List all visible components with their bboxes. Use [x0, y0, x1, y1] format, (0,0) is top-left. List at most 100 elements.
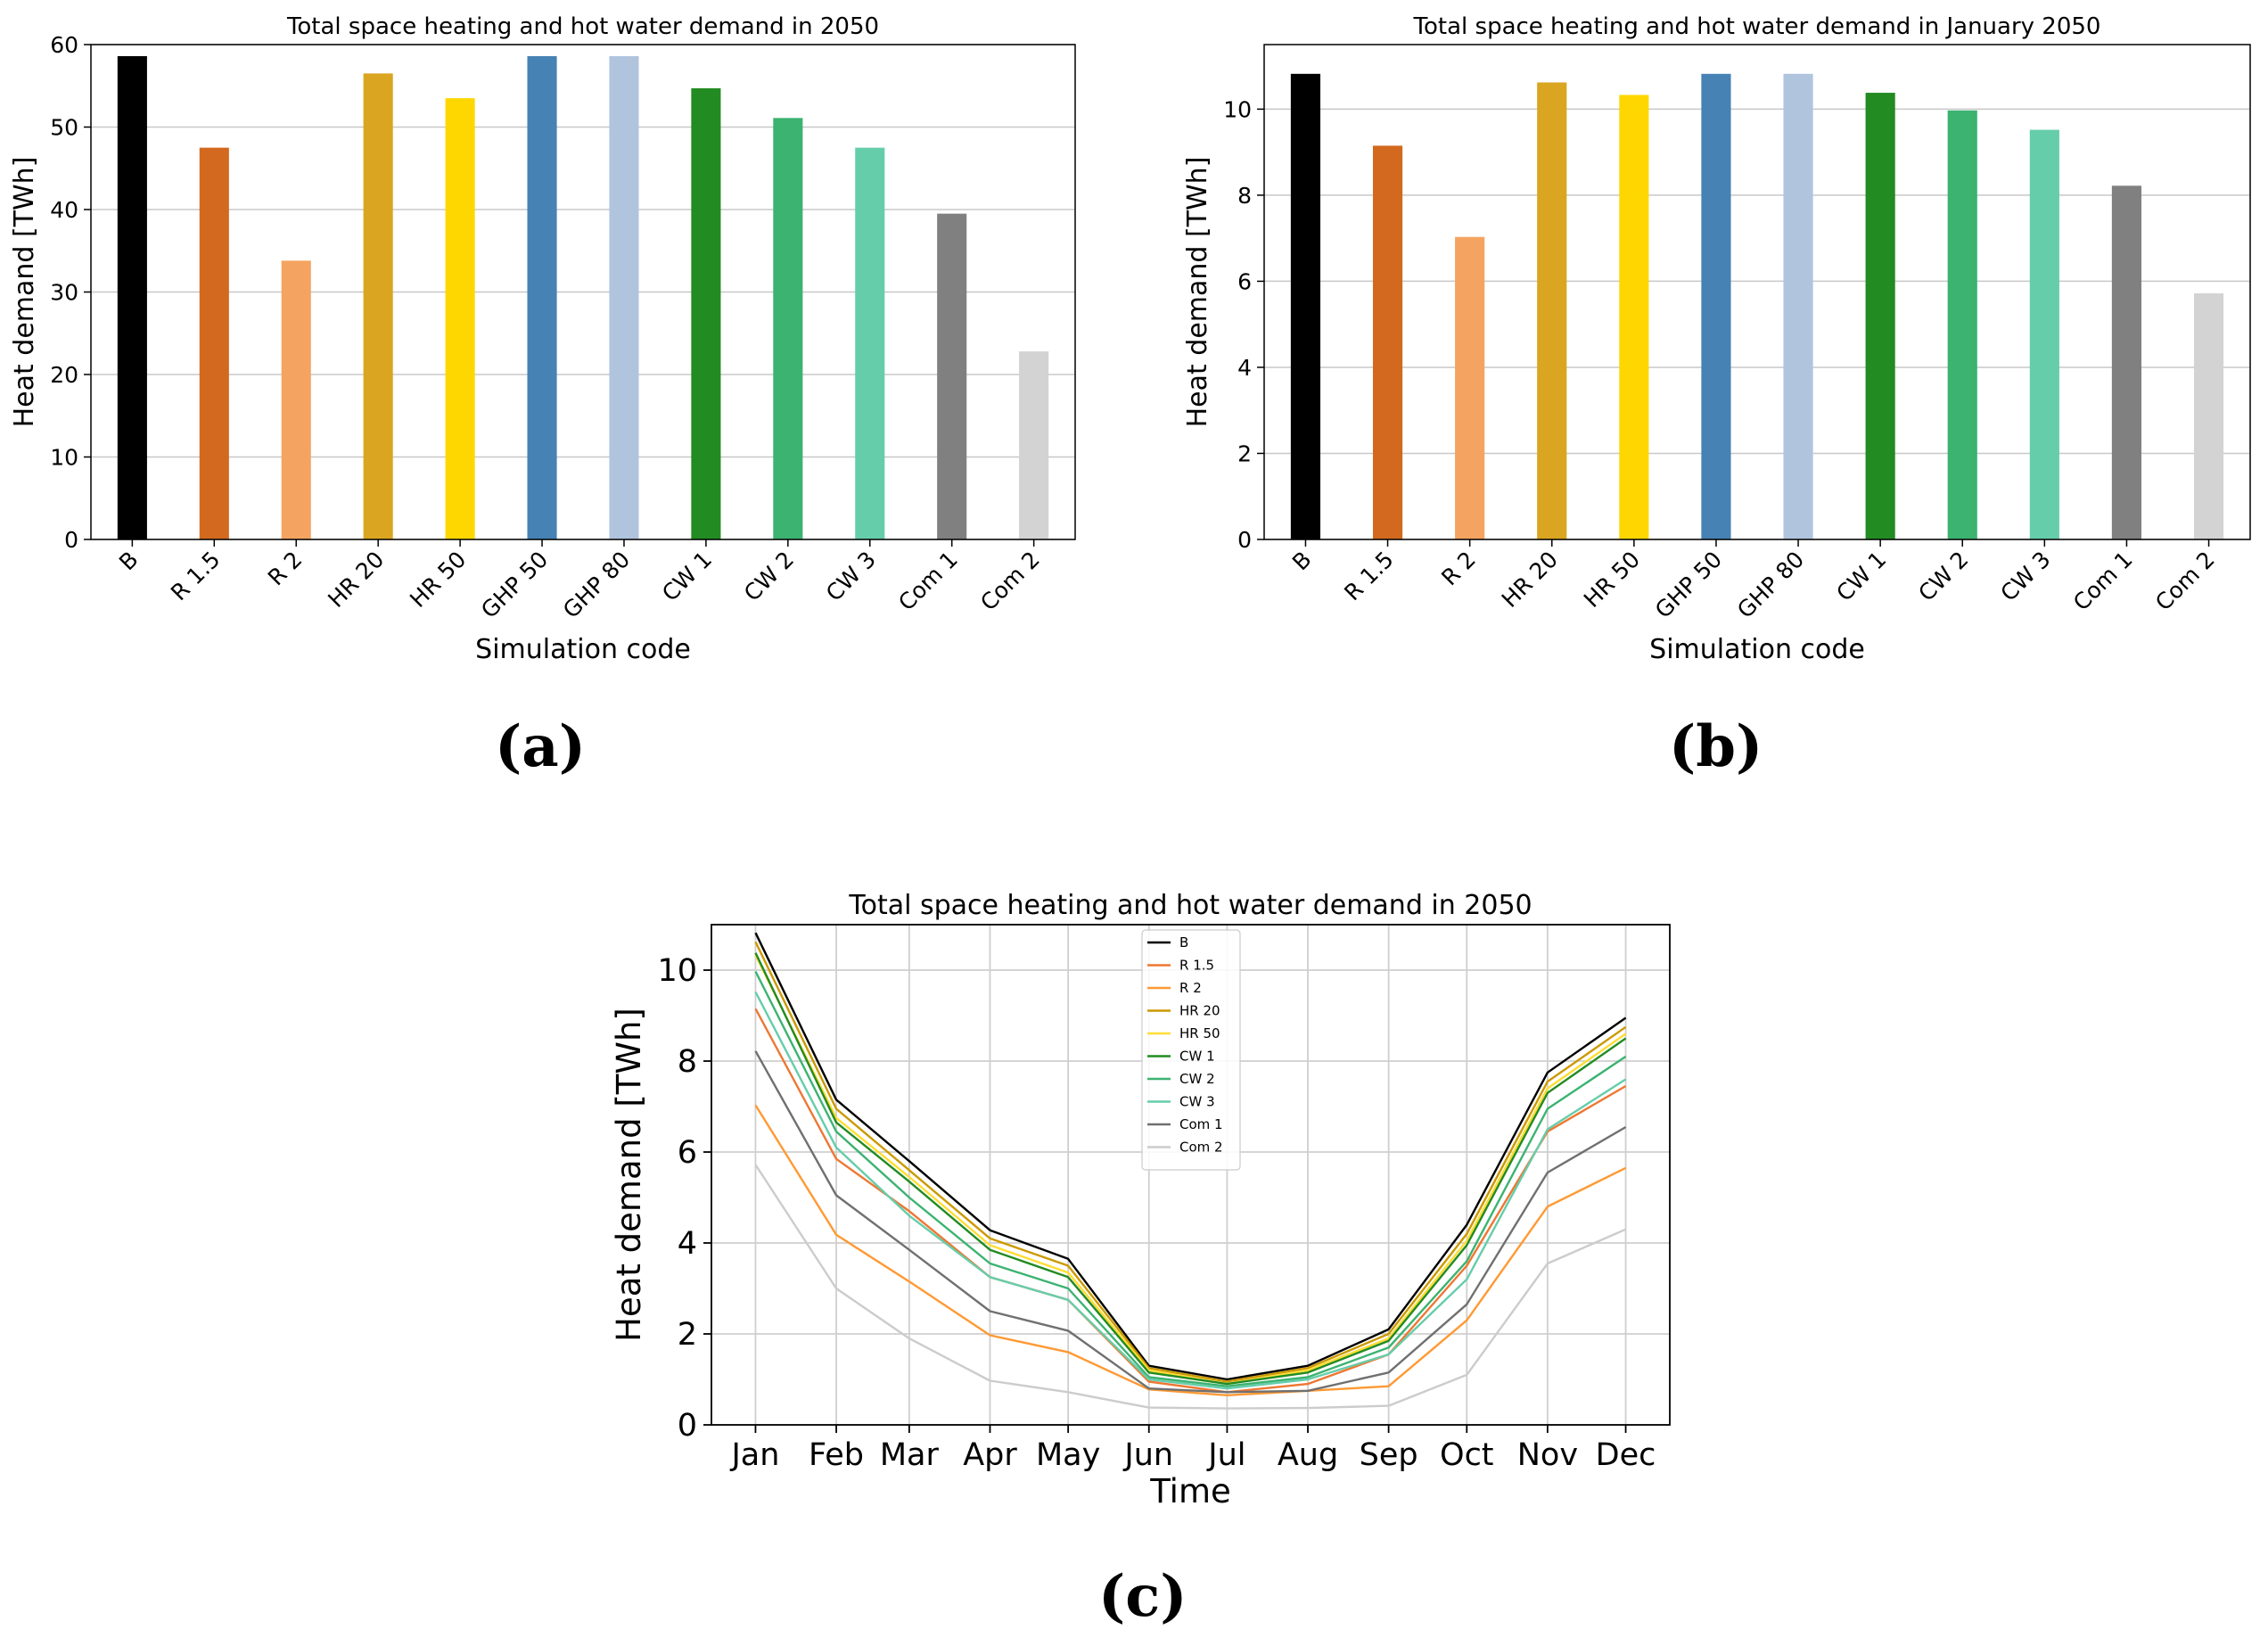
bar-cw-2: [773, 118, 803, 539]
x-tick-label: Sep: [1360, 1437, 1418, 1473]
x-tick-label: CW 2: [1913, 547, 1973, 606]
y-tick-label: 8: [1237, 183, 1252, 209]
chart-title: Total space heating and hot water demand…: [848, 890, 1532, 921]
plot-frame: [1263, 44, 2251, 540]
legend-label: HR 50: [1179, 1025, 1220, 1041]
chart-a: 0 10 20 30 40 50 60 B R 1.5 R 2 HR 20 HR 50 GHP 50 GH…: [9, 13, 1076, 665]
bar-r-1-5: [1372, 145, 1403, 540]
y-tick-label: 40: [50, 197, 78, 223]
bar-cw-1: [691, 88, 721, 540]
x-axis-label: Simulation code: [1649, 634, 1865, 665]
chart-title: Total space heating and hot water demand…: [1413, 13, 2101, 40]
bar-ghp-80: [1783, 73, 1813, 540]
x-axis-label: Simulation code: [475, 634, 691, 665]
x-tick-label: Jan: [729, 1437, 779, 1473]
bar-com-1: [2111, 185, 2142, 539]
series-line-r-2: [754, 1104, 1627, 1397]
y-tick-label: 10: [50, 445, 78, 471]
legend-label: R 2: [1179, 980, 1202, 996]
bar-hr-50: [445, 98, 475, 539]
x-tick-label: Dec: [1596, 1437, 1656, 1473]
bar-b: [1290, 73, 1321, 540]
x-tick-label: R 1.5: [1339, 547, 1399, 606]
y-tick-label: 4: [678, 1226, 697, 1262]
x-tick-label: Aug: [1278, 1437, 1338, 1473]
bar-cw-3: [2029, 129, 2059, 539]
x-tick-label: Jul: [1206, 1437, 1245, 1473]
y-tick-label: 2: [678, 1317, 697, 1353]
legend-label: CW 3: [1179, 1094, 1215, 1110]
x-tick-label: CW 1: [1831, 547, 1891, 606]
bar-cw-2: [1947, 110, 1977, 540]
legend-label: CW 1: [1179, 1049, 1215, 1065]
x-tick-label: Mar: [880, 1437, 940, 1473]
x-axis-label: Time: [1149, 1472, 1231, 1510]
bar-ghp-50: [1701, 73, 1731, 540]
x-tick-label: GHP 50: [476, 547, 553, 623]
series-line-hr-20: [754, 941, 1627, 1383]
bar-com-2: [1019, 351, 1049, 539]
x-tick-label: Com 1: [2068, 547, 2138, 616]
panel-label-a: (a): [495, 713, 587, 780]
y-tick-label: 0: [678, 1408, 697, 1444]
x-tick-label: R 2: [263, 547, 308, 591]
x-tick-label: Oct: [1440, 1437, 1494, 1473]
x-tick-label: Com 2: [2150, 547, 2220, 616]
y-tick-label: 8: [678, 1044, 697, 1080]
x-tick-label: CW 1: [657, 547, 717, 606]
x-tick-label: GHP 80: [1732, 547, 1809, 623]
series-line-hr-50: [754, 954, 1627, 1386]
bar-ghp-50: [527, 55, 557, 539]
bar-hr-50: [1619, 95, 1649, 540]
legend-label: B: [1179, 934, 1188, 951]
legend-label: Com 2: [1179, 1140, 1223, 1156]
plot-frame: [90, 44, 1076, 540]
x-tick-label: Apr: [963, 1437, 1017, 1473]
x-tick-label: R 2: [1436, 547, 1481, 591]
y-tick-label: 4: [1237, 355, 1252, 381]
legend-label: Com 1: [1179, 1116, 1223, 1132]
series-line-cw-1: [754, 952, 1627, 1386]
x-tick-label: HR 50: [405, 547, 471, 613]
bar-b: [117, 55, 147, 539]
legend-label: CW 2: [1179, 1071, 1215, 1087]
series-line-b: [754, 932, 1627, 1381]
bar-hr-20: [363, 73, 393, 539]
bar-r-2: [281, 260, 311, 539]
x-tick-label: Jun: [1122, 1437, 1173, 1473]
series-line-com-1: [754, 1050, 1627, 1394]
y-tick-label: 6: [1237, 268, 1252, 294]
y-tick-label: 0: [64, 527, 78, 553]
bar-ghp-80: [609, 55, 639, 539]
x-tick-label: GHP 80: [558, 547, 635, 623]
panel-label-b: (b): [1669, 713, 1763, 780]
legend-label: HR 20: [1179, 1003, 1220, 1019]
plot-frame: [711, 924, 1671, 1426]
y-axis-label: Heat demand [TWh]: [610, 1008, 648, 1342]
series-line-r-1-5: [754, 1008, 1627, 1394]
x-tick-label: B: [1287, 547, 1317, 576]
series-line-cw-2: [754, 970, 1627, 1387]
y-tick-label: 50: [50, 115, 78, 141]
series-line-com-2: [754, 1164, 1627, 1410]
legend: B R 1.5 R 2 HR 20 HR 50 CW 1 CW 2 CW 3 Com 1 Com …: [1141, 929, 1241, 1171]
y-tick-label: 6: [678, 1135, 697, 1171]
chart-c: 0 2 4 6 8 10 Jan Feb Mar Apr May Jun Jul Aug Sep Oct Nov…: [610, 890, 1671, 1510]
y-tick-label: 60: [50, 32, 78, 58]
x-tick-label: HR 50: [1579, 547, 1645, 613]
chart-b: 0 2 4 6 8 10 B R 1.5 R 2 HR 20 HR 50 GHP 50 GHP 80 CW…: [1182, 13, 2251, 665]
panel-label-c: (c): [1098, 1563, 1187, 1630]
bar-r-1-5: [199, 147, 229, 539]
legend-box: [1141, 929, 1241, 1171]
y-tick-label: 10: [1223, 96, 1252, 122]
bar-com-1: [937, 213, 967, 539]
x-tick-label: GHP 50: [1650, 547, 1727, 623]
y-tick-label: 10: [657, 953, 697, 989]
chart-title: Total space heating and hot water demand…: [286, 13, 879, 40]
y-tick-label: 30: [50, 280, 78, 306]
x-tick-label: May: [1036, 1437, 1100, 1473]
x-tick-label: CW 3: [1995, 547, 2055, 606]
series-line-cw-3: [754, 991, 1627, 1390]
bar-com-2: [2193, 292, 2224, 539]
